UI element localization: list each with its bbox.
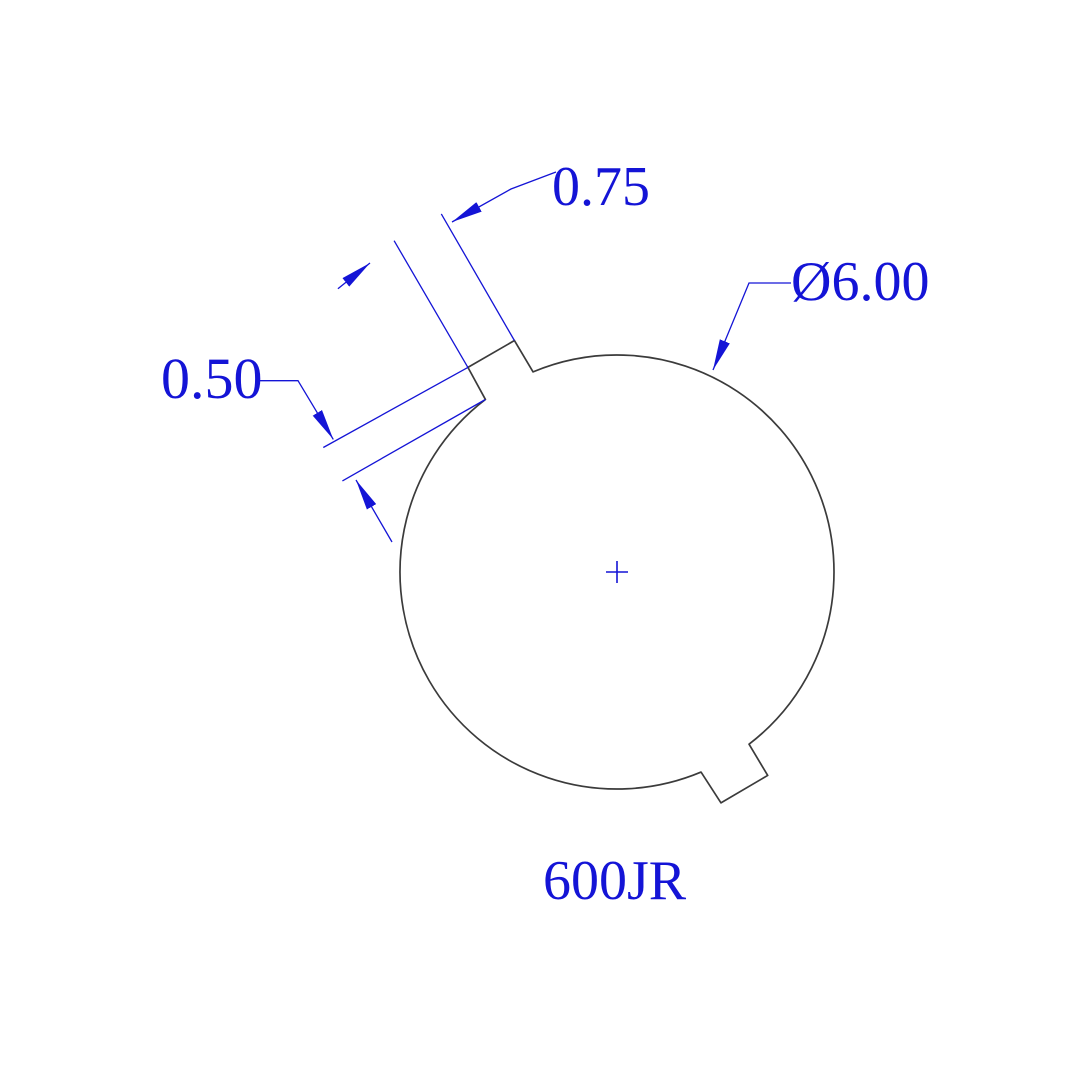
- svg-text:0.75: 0.75: [552, 156, 650, 218]
- svg-text:0.50: 0.50: [161, 346, 263, 411]
- svg-text:Ø6.00: Ø6.00: [791, 251, 929, 313]
- svg-text:600JR: 600JR: [543, 850, 687, 912]
